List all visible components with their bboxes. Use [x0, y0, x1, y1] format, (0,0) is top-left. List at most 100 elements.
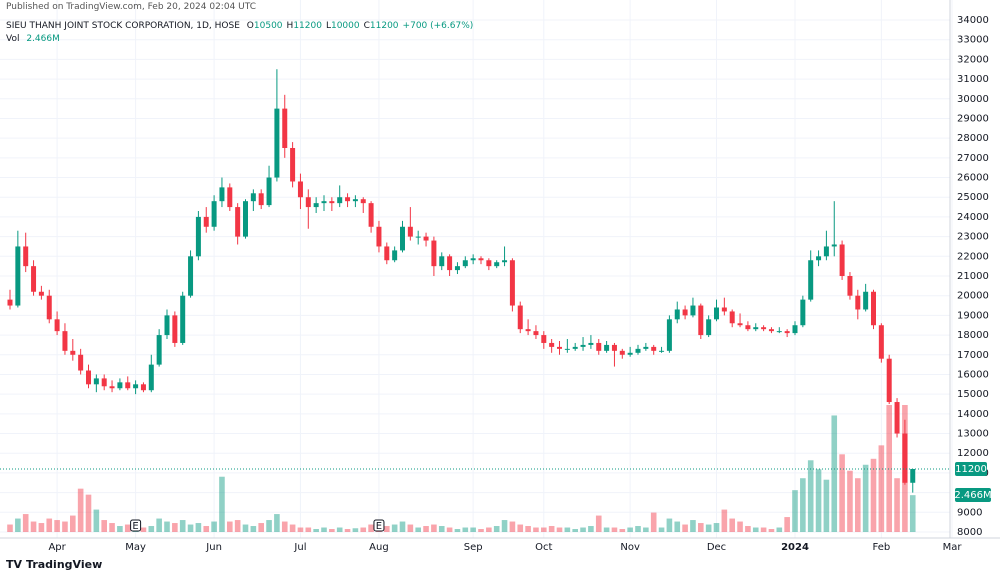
event-box — [130, 519, 142, 532]
volume-bar — [595, 515, 602, 532]
candle-body — [23, 246, 29, 267]
volume-bar — [650, 512, 657, 532]
candle-body — [352, 199, 358, 202]
volume-bar — [745, 526, 751, 532]
volume-bar — [203, 526, 210, 532]
volume-bar — [705, 524, 712, 532]
candle-body — [604, 344, 610, 351]
y-tick-label: 32000 — [957, 54, 989, 65]
volume-bar — [713, 523, 720, 532]
volume-bar — [776, 527, 783, 532]
candle-body — [86, 370, 91, 385]
symbol: SIEU THANH JOINT STOCK CORPORATION, 1D, … — [6, 21, 240, 31]
candle-body — [588, 342, 594, 345]
change: +700 (+6.67%) — [402, 21, 474, 31]
volume-bar — [187, 524, 194, 532]
volume-title: Vol — [6, 34, 20, 44]
volume-bar — [305, 527, 312, 532]
candle-body — [70, 350, 76, 355]
candle-body — [62, 331, 68, 351]
event-label: E — [376, 521, 382, 532]
volume-bar — [313, 529, 319, 532]
candle-body — [627, 352, 633, 355]
volume-bar — [172, 523, 178, 532]
candle-body — [698, 305, 704, 336]
ohlc-field: L10000 — [326, 21, 360, 31]
volume-bar — [486, 527, 492, 532]
volume-bar — [179, 520, 186, 532]
candle-body — [619, 350, 625, 355]
volume-bar — [384, 526, 390, 532]
candle-body — [517, 305, 523, 330]
ohlc-key: L — [325, 21, 331, 31]
y-tick-label: 9000 — [957, 507, 982, 518]
candle-body — [180, 295, 186, 343]
volume-bar — [344, 529, 351, 532]
candle-body — [564, 348, 570, 350]
y-tick-label: 15000 — [957, 389, 989, 400]
candle-body — [407, 226, 413, 237]
x-tick-label: Dec — [707, 542, 726, 553]
candle-body — [101, 378, 107, 387]
candle-body — [478, 258, 484, 261]
volume-bar — [525, 526, 531, 532]
ohlc-value: 10000 — [330, 21, 360, 31]
volume-bar — [140, 527, 147, 532]
x-tick-label: Nov — [620, 542, 640, 553]
candle-body — [93, 378, 99, 385]
candle-body — [486, 260, 492, 267]
candle-body — [800, 299, 806, 326]
volume-bar — [721, 509, 728, 532]
volume-bar — [117, 526, 123, 532]
volume-bar — [690, 520, 696, 532]
candle-body — [227, 187, 233, 208]
y-tick-label: 21000 — [957, 271, 989, 282]
candle-body — [839, 244, 845, 276]
volume-bar — [768, 529, 775, 532]
candle-body — [635, 348, 641, 353]
candle-body — [792, 325, 798, 334]
volume-bar — [274, 514, 280, 532]
volume-bar — [658, 527, 665, 532]
candle-body — [525, 329, 531, 332]
y-tick-label: 26000 — [957, 173, 989, 184]
x-tick-label: Mar — [943, 542, 963, 553]
published: Published on TradingView.com, Feb 20, 20… — [6, 2, 256, 12]
candle-body — [847, 276, 853, 296]
ohlc-value: 10500 — [253, 21, 283, 31]
candle-body — [447, 256, 453, 271]
volume-bar — [336, 527, 343, 532]
candle-body — [549, 342, 555, 347]
volume-bar — [438, 526, 445, 532]
volume-bar — [454, 529, 461, 532]
candle-body — [297, 181, 303, 198]
volume-bar — [815, 469, 822, 532]
x-tick-label: May — [125, 542, 146, 553]
candle-body — [674, 309, 680, 320]
volume-bar — [54, 520, 60, 532]
candle-body — [831, 244, 837, 247]
volume-bar — [611, 527, 618, 532]
candle-body — [651, 346, 657, 351]
ohlc-field: C11200 — [364, 21, 399, 31]
candle-body — [910, 468, 916, 483]
candle-body — [580, 344, 586, 347]
candle-body — [863, 291, 869, 310]
candle-body — [156, 335, 162, 365]
candle-body — [46, 295, 52, 320]
candle-body — [360, 199, 366, 204]
volume-bar — [431, 524, 437, 532]
volume-bar — [878, 445, 885, 532]
candle-body — [808, 260, 814, 300]
candle-body — [423, 236, 429, 241]
ohlc-value: 11200 — [369, 21, 399, 31]
candle-body — [886, 358, 892, 403]
candle-body — [439, 256, 445, 267]
candle-body — [714, 307, 719, 320]
volume-bar — [148, 526, 155, 532]
candle-body — [38, 291, 44, 296]
volume-bar — [281, 521, 288, 532]
candle-body — [400, 226, 405, 251]
